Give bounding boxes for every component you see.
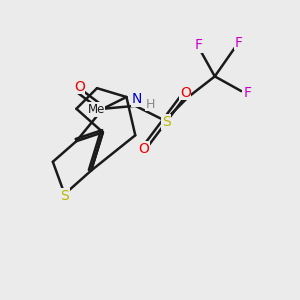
Text: S: S [60, 189, 69, 202]
Text: S: S [162, 115, 171, 129]
Text: O: O [139, 142, 149, 155]
Text: Me: Me [87, 103, 105, 116]
Text: F: F [195, 38, 203, 52]
Text: F: F [243, 85, 251, 100]
Text: F: F [234, 35, 242, 50]
Text: O: O [74, 80, 85, 94]
Text: H: H [145, 98, 155, 111]
Text: O: O [180, 85, 191, 100]
Text: N: N [132, 92, 142, 106]
